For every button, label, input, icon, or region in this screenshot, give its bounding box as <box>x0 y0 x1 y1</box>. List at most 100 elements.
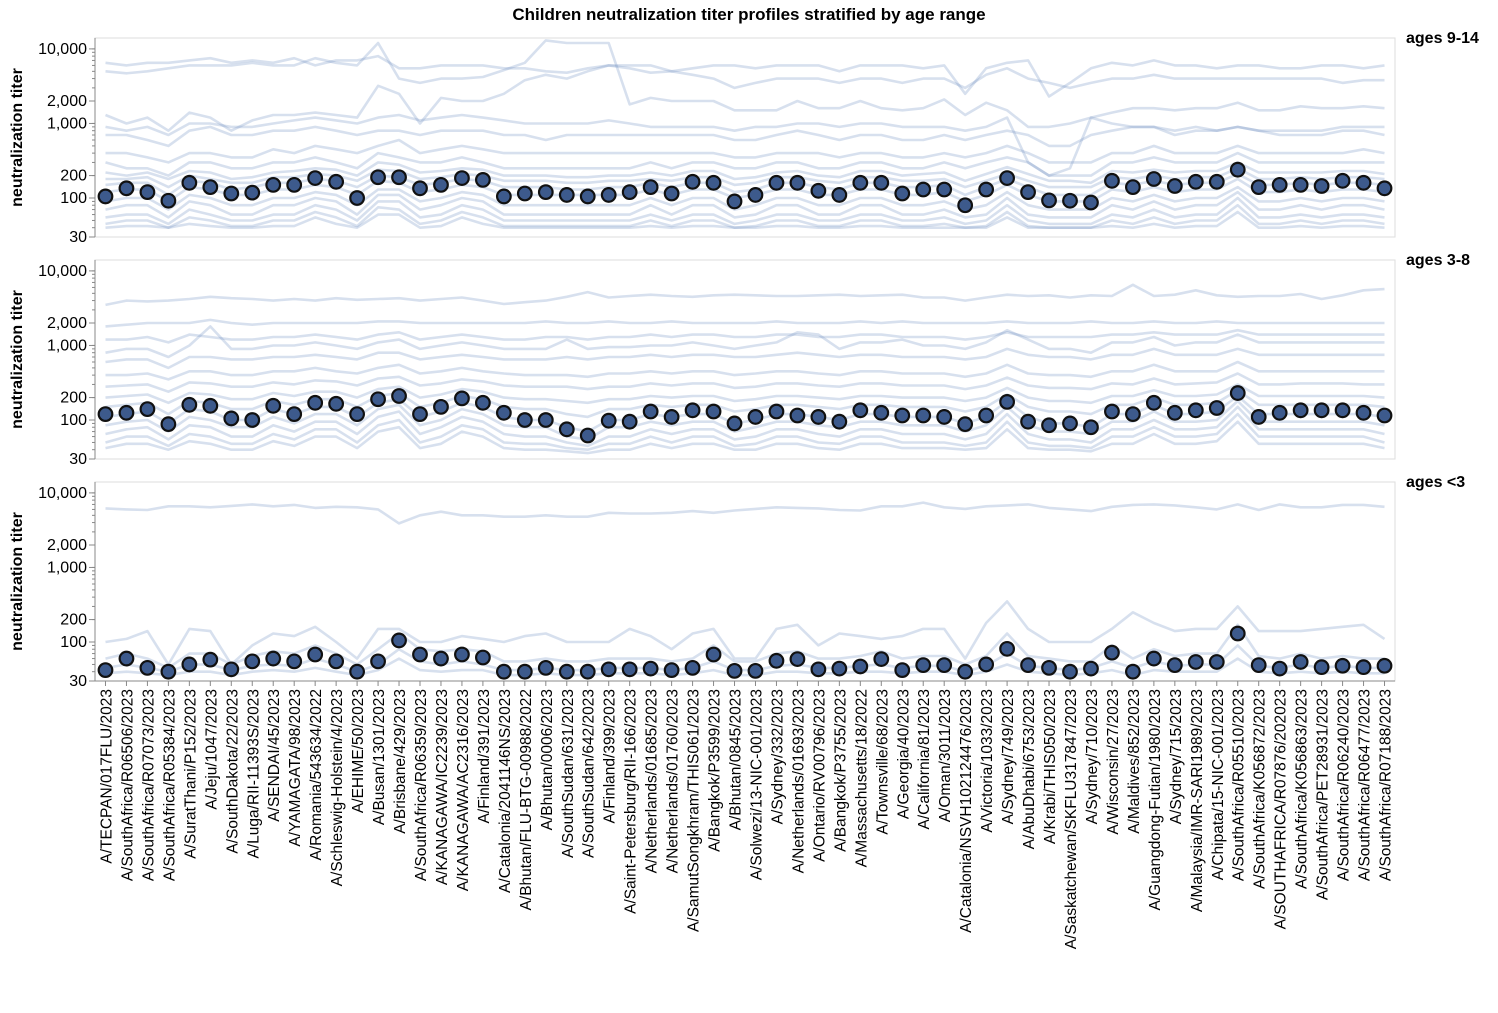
x-tick-label: A/Townsville/68/2023 <box>874 689 891 835</box>
mean-titer-point <box>915 407 932 424</box>
x-tick-label: A/Busan/1301/2023 <box>371 689 388 825</box>
mean-titer-point <box>705 174 722 191</box>
mean-titer-point <box>684 402 701 419</box>
mean-titer-point <box>768 652 785 669</box>
individual-titer-line <box>105 501 1385 525</box>
x-tick-label: A/Massachusetts/18/2022 <box>853 689 870 867</box>
mean-titer-point <box>412 646 428 663</box>
x-tick-label: A/SouthAfrica/R06477/2023 <box>1357 689 1374 881</box>
mean-titer-point <box>957 416 974 433</box>
individual-titer-line <box>105 210 1385 229</box>
x-tick-label: A/Wisconsin/27/2023 <box>1105 689 1122 835</box>
mean-titer-point <box>181 656 198 673</box>
mean-titer-point <box>97 662 114 679</box>
mean-titer-point <box>475 394 491 411</box>
individual-titer-line <box>105 138 1385 164</box>
x-tick-label: A/Finland/391/2023 <box>476 689 493 823</box>
mean-titer-point <box>978 181 995 198</box>
mean-titer-point <box>1145 394 1162 411</box>
mean-titer-point <box>1355 404 1372 421</box>
mean-titer-point <box>936 181 953 198</box>
mean-titer-point <box>370 169 386 186</box>
y-axis-title: neutralization titer <box>9 68 26 207</box>
mean-titer-point <box>621 661 638 678</box>
mean-titer-point <box>1334 402 1351 419</box>
mean-titer-point <box>1125 179 1141 196</box>
mean-titer-point <box>621 184 638 201</box>
y-tick-label: 2,000 <box>47 537 87 554</box>
mean-titer-point <box>307 170 324 186</box>
mean-titer-point <box>265 650 282 667</box>
mean-titer-point <box>1355 659 1372 676</box>
mean-titer-point <box>1313 178 1330 194</box>
mean-titer-point <box>999 170 1015 186</box>
mean-titer-point <box>831 187 848 203</box>
mean-titer-point <box>684 659 701 676</box>
x-tick-label: A/Bhutan/0006/2023 <box>539 689 556 830</box>
mean-titer-point <box>957 663 974 680</box>
mean-titer-point <box>852 174 869 191</box>
mean-titer-point <box>1020 413 1036 430</box>
y-axis-title: neutralization titer <box>9 512 26 651</box>
mean-titer-point <box>1292 176 1309 193</box>
facet-panel: 30 100 200 1,000 2,000 10,000 neutralization t… <box>9 30 1479 246</box>
mean-titer-point <box>370 653 386 670</box>
mean-titer-point <box>1041 659 1057 676</box>
individual-titer-line <box>105 39 1385 129</box>
mean-titer-point <box>244 653 261 670</box>
mean-titer-point <box>663 409 680 425</box>
x-tick-label: A/Catalonia/NSVH102124476/2023 <box>958 689 975 933</box>
mean-titer-point <box>223 661 240 678</box>
x-tick-label: A/SENDAI/45/2023 <box>266 689 283 822</box>
mean-titer-point <box>873 651 890 667</box>
x-tick-label: A/Netherlands/01685/2023 <box>644 689 661 873</box>
mean-titer-point <box>1020 657 1036 674</box>
mean-titer-point <box>810 661 827 678</box>
mean-titer-point <box>1292 402 1309 419</box>
individual-titer-line <box>105 64 1385 132</box>
individual-titer-line <box>105 328 1385 344</box>
mean-titer-point <box>705 403 722 420</box>
mean-titer-point <box>999 393 1015 410</box>
mean-titer-point <box>1125 663 1141 680</box>
mean-titer-point <box>1145 171 1162 187</box>
mean-titer-point <box>1187 654 1204 670</box>
x-tick-label: A/California/81/2023 <box>916 689 933 829</box>
mean-titer-point <box>537 184 554 201</box>
mean-titer-point <box>1083 419 1099 436</box>
individual-titer-line <box>105 54 1385 98</box>
mean-titer-point <box>97 188 114 205</box>
mean-titer-point <box>391 388 407 404</box>
mean-titer-point <box>1355 174 1372 191</box>
individual-titer-line <box>105 196 1385 226</box>
mean-titer-point <box>349 190 365 206</box>
y-tick-label: 1,000 <box>47 337 87 354</box>
x-tick-label: A/Sydney/715/2023 <box>1168 689 1185 824</box>
x-axis-tick-labels: A/TECPAN/017FLU/2023 A/SouthAfrica/R06506… <box>95 680 1395 949</box>
mean-titer-point <box>160 663 177 680</box>
mean-titer-point <box>642 179 659 196</box>
mean-titer-point <box>349 406 365 423</box>
mean-titer-point <box>412 180 428 197</box>
mean-titer-point <box>1166 404 1183 421</box>
x-tick-label: A/Sydney/332/2023 <box>769 689 786 824</box>
mean-titer-point <box>1145 650 1162 667</box>
mean-titer-point <box>894 185 911 202</box>
mean-titer-point <box>181 174 198 191</box>
mean-titer-point <box>454 170 470 186</box>
mean-titer-point <box>1062 192 1078 209</box>
x-tick-label: A/Georgia/40/2023 <box>895 689 912 819</box>
mean-titer-point <box>1376 407 1393 424</box>
mean-titer-point <box>1104 644 1120 661</box>
x-tick-label: A/SouthDakota/22/2023 <box>224 689 241 854</box>
mean-titer-point <box>97 406 114 423</box>
individual-titer-line <box>105 372 1385 394</box>
y-tick-label: 200 <box>60 168 87 185</box>
individual-titer-line <box>105 203 1385 229</box>
mean-titer-point <box>307 394 324 411</box>
x-tick-label: A/Brisbane/429/2023 <box>392 689 409 834</box>
mean-titer-point <box>328 653 345 670</box>
x-tick-label: A/Victoria/1033/2023 <box>979 689 996 833</box>
mean-titer-point <box>663 662 680 679</box>
